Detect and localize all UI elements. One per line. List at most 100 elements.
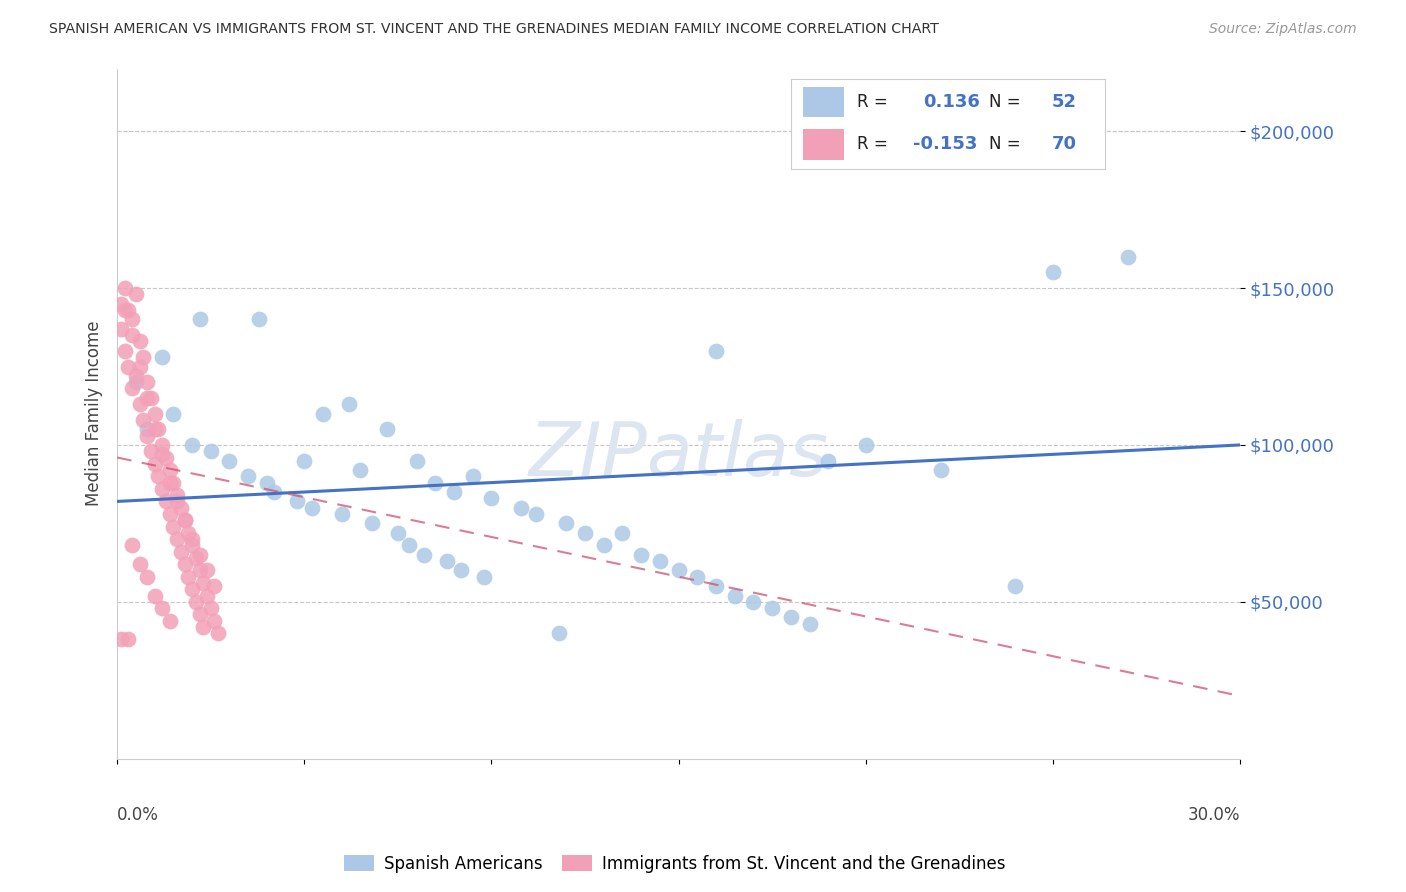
Point (443, 485, 465, 500)
Point (117, 359, 139, 374)
Point (405, 453, 427, 467)
Point (132, 350, 155, 364)
Point (162, 407, 184, 421)
Point (799, 616, 821, 631)
Point (128, 557, 150, 571)
Point (461, 469, 484, 483)
Point (166, 494, 188, 508)
Point (207, 626, 229, 640)
Point (173, 513, 195, 527)
Point (143, 457, 166, 471)
Point (648, 554, 671, 568)
Point (761, 601, 783, 615)
Point (184, 595, 207, 609)
Point (181, 438, 204, 452)
Point (139, 391, 162, 405)
Point (195, 589, 218, 603)
Point (139, 444, 162, 458)
Point (121, 382, 143, 396)
Point (155, 450, 177, 465)
Text: ZIPatlas: ZIPatlas (529, 419, 828, 491)
Point (547, 626, 569, 640)
Point (170, 500, 193, 515)
Point (110, 297, 132, 311)
Point (238, 469, 260, 483)
Point (173, 513, 195, 527)
Text: Source: ZipAtlas.com: Source: ZipAtlas.com (1209, 22, 1357, 37)
Point (136, 375, 159, 389)
Point (181, 532, 204, 546)
Text: 0.0%: 0.0% (117, 805, 159, 823)
Point (188, 563, 211, 577)
Point (247, 312, 270, 326)
Point (114, 343, 136, 358)
Point (125, 368, 148, 383)
Point (114, 281, 136, 295)
Point (136, 391, 159, 405)
Point (1004, 579, 1026, 593)
Point (159, 507, 181, 521)
Point (592, 538, 614, 552)
Point (110, 322, 132, 336)
Point (125, 375, 148, 389)
Point (177, 570, 200, 584)
Point (263, 485, 285, 500)
Point (349, 463, 371, 477)
Point (125, 287, 148, 301)
Point (188, 607, 211, 622)
Point (150, 438, 173, 452)
Point (574, 525, 596, 540)
Point (301, 500, 323, 515)
Point (360, 516, 382, 531)
Point (150, 601, 173, 615)
Point (188, 312, 211, 326)
Point (159, 463, 181, 477)
Point (166, 532, 188, 546)
Point (193, 576, 215, 591)
Point (704, 343, 727, 358)
Text: 30.0%: 30.0% (1188, 805, 1240, 823)
Point (510, 500, 533, 515)
Point (312, 407, 335, 421)
Point (181, 582, 204, 597)
Point (181, 538, 204, 552)
Point (256, 475, 278, 490)
Point (450, 563, 472, 577)
Point (150, 482, 173, 496)
Point (742, 595, 765, 609)
Point (375, 422, 398, 436)
Point (668, 563, 690, 577)
Point (481, 491, 503, 506)
Point (136, 422, 159, 436)
Point (188, 548, 211, 562)
Point (425, 475, 447, 490)
Point (472, 570, 495, 584)
Point (162, 519, 184, 533)
Point (704, 579, 727, 593)
Point (121, 328, 143, 343)
Point (779, 610, 801, 624)
Text: SPANISH AMERICAN VS IMMIGRANTS FROM ST. VINCENT AND THE GRENADINES MEDIAN FAMILY: SPANISH AMERICAN VS IMMIGRANTS FROM ST. … (49, 22, 939, 37)
Point (398, 538, 420, 552)
Point (1042, 265, 1064, 279)
Point (724, 589, 747, 603)
Point (148, 422, 170, 436)
Legend: Spanish Americans, Immigrants from St. Vincent and the Grenadines: Spanish Americans, Immigrants from St. V… (337, 848, 1012, 880)
Point (132, 413, 155, 427)
Point (524, 507, 547, 521)
Point (387, 525, 409, 540)
Point (195, 563, 218, 577)
Point (150, 447, 173, 461)
Point (110, 632, 132, 647)
Point (143, 407, 166, 421)
Point (117, 632, 139, 647)
Point (929, 463, 952, 477)
Point (686, 570, 709, 584)
Point (204, 579, 226, 593)
Point (159, 475, 181, 490)
Point (173, 557, 195, 571)
Point (436, 554, 458, 568)
Point (150, 350, 173, 364)
Point (612, 525, 634, 540)
Point (121, 538, 143, 552)
